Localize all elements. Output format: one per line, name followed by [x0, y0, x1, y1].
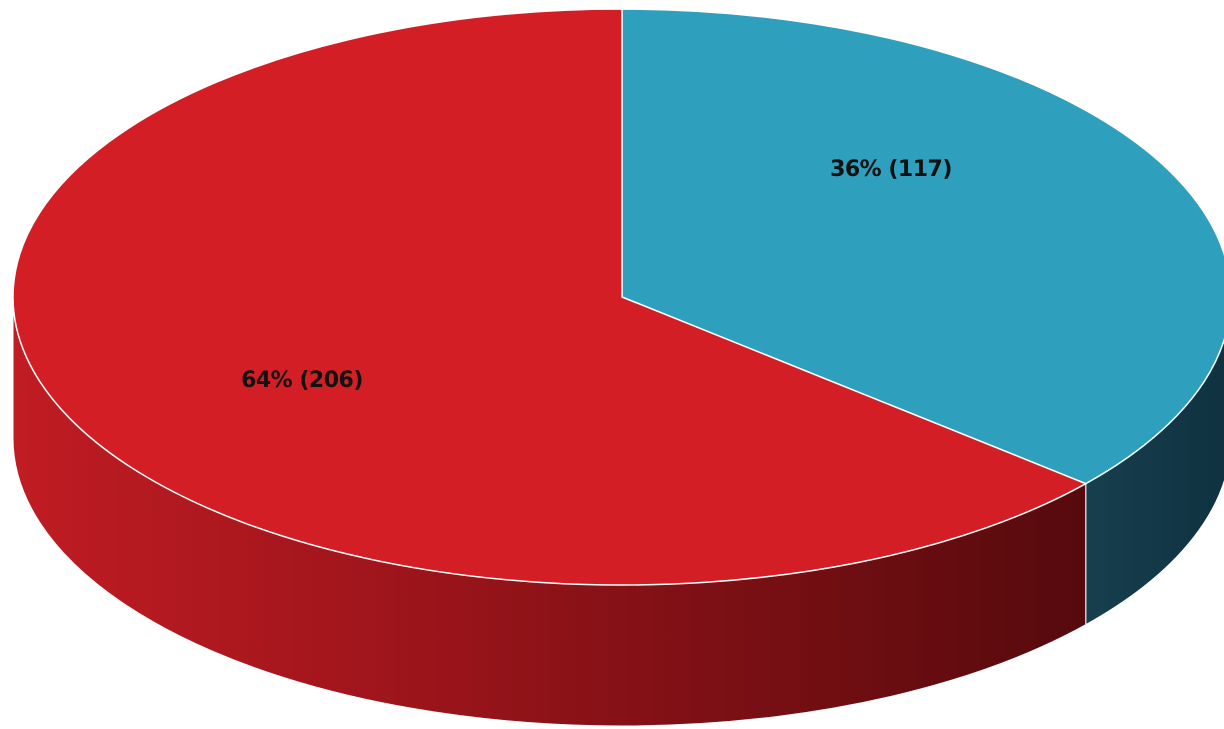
- pie-tops: [12, 8, 1224, 586]
- slice-label-red: 64% (206): [241, 368, 363, 393]
- slice-label-blue: 36% (117): [830, 157, 952, 182]
- slice-top-red: [12, 8, 1087, 586]
- pie-labels: 36% (117) 64% (206): [241, 157, 952, 393]
- slice-top-blue: [621, 8, 1224, 485]
